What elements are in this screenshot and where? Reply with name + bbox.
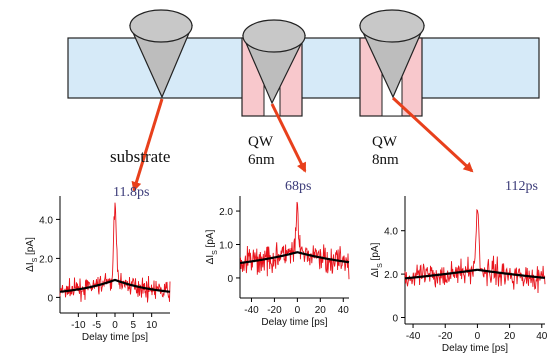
x-tick-label: 0 <box>295 305 301 316</box>
y-tick-label: 0 <box>47 293 53 304</box>
stm-tip-substrate <box>129 9 193 99</box>
x-tick-label: 40 <box>536 331 548 342</box>
x-tick-label: -20 <box>438 331 453 342</box>
label-substrate: substrate <box>110 147 170 166</box>
x-axis-label: Delay time [ps] <box>442 343 508 354</box>
arrow-substrate <box>131 98 164 192</box>
y-tick-label: 0 <box>227 274 233 285</box>
x-tick-label: 0 <box>475 331 481 342</box>
y-tick-label: 2.0 <box>384 270 398 281</box>
time-constant-label: 68ps <box>285 179 311 194</box>
y-axis-label: ΔIS [pA] <box>205 229 219 264</box>
label-qw2-width: 8nm <box>372 152 399 168</box>
x-axis-label: Delay time [ps] <box>261 317 327 328</box>
x-tick-label: 0 <box>112 320 118 331</box>
y-tick-label: 0 <box>392 313 398 324</box>
x-tick-label: -5 <box>92 320 101 331</box>
x-tick-label: 5 <box>131 320 137 331</box>
arrow-qw1 <box>270 103 307 173</box>
x-tick-label: 20 <box>504 331 516 342</box>
chart-qw-6nm: 0 1.0 2.0 -40 -20 0 20 40 Delay time [ps] ΔIS [pA… <box>205 179 350 328</box>
time-constant-label: 112ps <box>505 179 538 194</box>
x-axis-label: Delay time [ps] <box>82 332 148 343</box>
fit-curve <box>239 251 350 265</box>
x-tick-label: -10 <box>71 320 86 331</box>
data-trace <box>59 202 171 303</box>
label-qw1-name: QW <box>248 134 274 150</box>
fit-curve <box>59 278 171 293</box>
x-tick-label: -20 <box>267 305 282 316</box>
x-tick-label: -40 <box>406 331 421 342</box>
data-trace <box>239 201 350 280</box>
x-tick-label: 20 <box>315 305 327 316</box>
label-qw1-width: 6nm <box>248 152 275 168</box>
y-tick-label: 2.0 <box>219 207 233 218</box>
fit-curve <box>404 268 546 280</box>
x-tick-label: 40 <box>338 305 350 316</box>
time-constant-label: 11.8ps <box>113 185 149 200</box>
y-tick-label: 1.0 <box>219 240 233 251</box>
arrow-qw2 <box>391 96 474 173</box>
y-tick-label: 2.0 <box>39 254 53 265</box>
stm-tip-qw2 <box>359 9 425 99</box>
x-tick-label: 10 <box>146 320 158 331</box>
y-tick-label: 4.0 <box>384 227 398 238</box>
label-qw2-name: QW <box>372 134 398 150</box>
x-tick-label: -40 <box>244 305 259 316</box>
chart-qw-8nm: 0 2.0 4.0 -40 -20 0 20 40 Delay time [ps] ΔIS [pA… <box>370 179 548 354</box>
stm-tip-qw1 <box>242 19 306 105</box>
y-axis-label: ΔIS [pA] <box>370 242 384 277</box>
y-axis-label: ΔIS [pA] <box>25 237 39 272</box>
y-tick-label: 4.0 <box>39 215 53 226</box>
substrate-slab <box>67 37 540 99</box>
data-trace <box>404 208 546 294</box>
